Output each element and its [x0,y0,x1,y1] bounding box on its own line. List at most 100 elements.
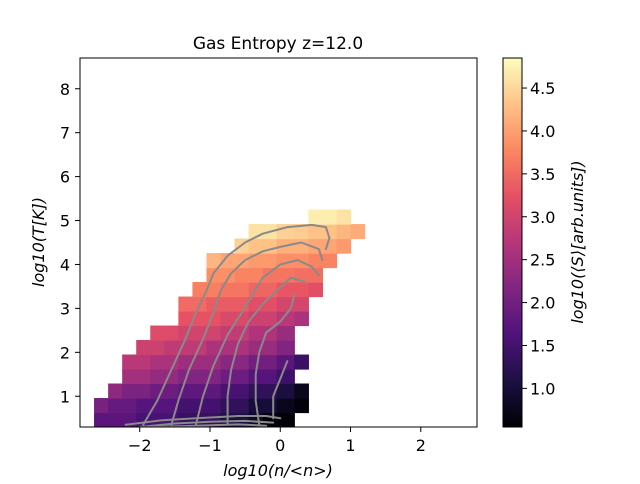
heatmap-cell [248,238,264,254]
heatmap-cell [276,340,292,356]
heatmap-cell [122,398,137,414]
contour-line [194,259,320,426]
contour-line [142,223,331,426]
heatmap-cell [290,296,306,312]
heatmap-cell [164,340,179,356]
colorbar-tick-label: 3.0 [530,208,555,227]
heatmap-cell [136,383,151,399]
heatmap-cell [276,398,292,414]
heatmap-cell [164,369,179,385]
heatmap-cell [262,267,278,283]
contour-line [124,415,282,426]
heatmap-cell [234,282,250,298]
heatmap-cell [136,369,151,385]
heatmap-cell [136,354,151,370]
heatmap-cell [290,325,295,341]
heatmap-cell [178,354,194,370]
heatmap-cell [122,369,137,385]
contour-line [254,294,296,426]
heatmap-cell [290,282,306,298]
heatmap-cell [248,311,264,327]
heatmap-cell [122,383,137,399]
heatmap-cell [136,340,151,356]
heatmap-cell [290,267,295,283]
heatmap-cell [122,412,137,427]
heatmap-cell [178,296,194,312]
heatmap-cell [294,383,309,399]
x-tick-label: −2 [128,436,152,455]
heatmap-cell [234,253,250,269]
heatmap-cell [262,311,278,327]
heatmap-cell [304,238,309,254]
heatmap-cell [290,340,295,356]
x-tick-label: 0 [275,436,285,455]
colorbar-tick-label: 1.0 [530,379,555,398]
heatmap-cell [234,311,250,327]
heatmap-cell [206,325,222,341]
heatmap-cell [336,224,352,240]
heatmap-cell [150,398,165,414]
heatmap-cell [178,398,194,414]
heatmap-cell [308,282,324,298]
heatmap-cell [276,267,292,283]
heatmap-cell [322,209,338,225]
heatmap-cell [192,369,208,385]
heatmap-cell [206,398,222,414]
y-axis-label: log10(T[K]) [29,197,48,287]
y-tick-label: 7 [60,124,70,143]
heatmap-cell [262,253,278,269]
heatmap-cell [304,296,309,312]
heatmap-cell [248,267,264,283]
heatmap-cell [178,340,194,356]
y-tick-label: 3 [60,299,70,318]
heatmap-cell [276,383,292,399]
heatmap-cell [108,412,123,427]
x-tick-label: 2 [416,436,426,455]
heatmap-cell [290,311,295,327]
heatmap-cell [276,354,292,370]
heatmap-cell [308,267,324,283]
heatmap-cell [234,354,250,370]
heatmap-cell [322,238,338,254]
heatmap-cells [94,209,366,427]
chart-title: Gas Entropy z=12.0 [193,34,363,54]
heatmap-cell [262,369,278,385]
heatmap-cell [108,383,123,399]
heatmap-cell [94,412,109,427]
x-tick-label: 1 [345,436,355,455]
heatmap-cell [150,340,165,356]
heatmap-cell [192,354,208,370]
heatmap-cell [262,398,278,414]
heatmap-cell [308,253,324,269]
y-axis-ticks: 1 2 3 4 5 6 7 8 [60,80,80,406]
heatmap-cell [304,282,309,298]
heatmap-cell [290,398,295,414]
heatmap-cell [220,311,236,327]
x-tick-label: −1 [198,436,222,455]
heatmap-cell [234,383,250,399]
heatmap-cell [262,325,278,341]
heatmap-cell [276,325,292,341]
colorbar-tick-label: 1.5 [530,336,555,355]
heatmap-cell [108,398,123,414]
heatmap-cell [336,209,352,225]
y-tick-label: 5 [60,212,70,231]
heatmap-cell [248,325,264,341]
colorbar-tick-label: 3.5 [530,165,555,184]
heatmap-cell [150,325,165,341]
heatmap-cell [308,224,324,240]
contour-line [138,419,275,427]
heatmap-cell [262,296,278,312]
contour-line [226,276,306,426]
colorbar-ticks: 1.0 1.5 2.0 2.5 3.0 3.5 4.0 4.5 [522,79,555,398]
heatmap-cell [276,412,285,427]
colorbar-label: log10(⟨S⟩[arb.units]) [568,160,587,323]
heatmap-cell [290,224,295,240]
heatmap-cell [150,354,165,370]
colorbar-tick-label: 2.5 [530,251,555,270]
heatmap-cell [234,369,250,385]
y-tick-label: 8 [60,80,70,99]
colorbar-tick-label: 4.0 [530,122,555,141]
heatmap-cell [294,311,309,327]
